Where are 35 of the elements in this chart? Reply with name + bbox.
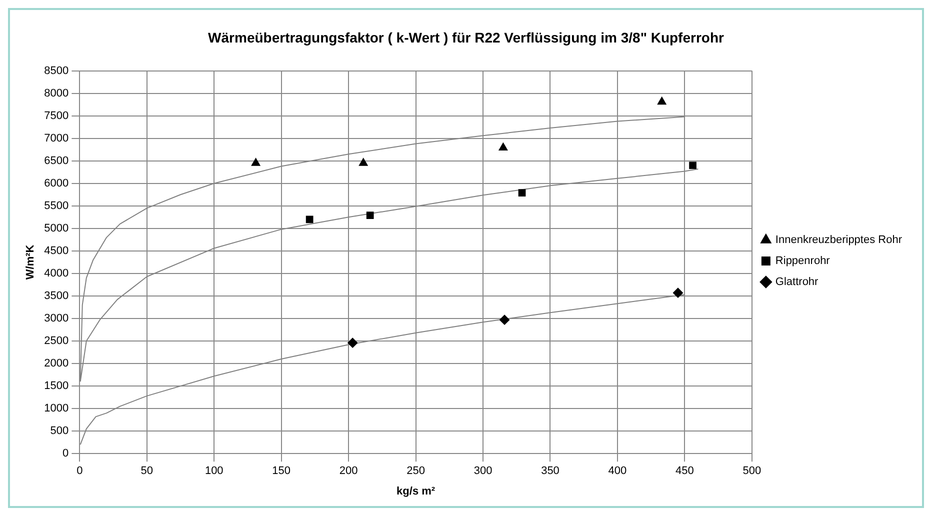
y-tick-label: 6500 (44, 154, 69, 167)
y-tick-label: 5500 (44, 200, 69, 212)
chart-title: Wärmeübertragungsfaktor ( k-Wert ) für R22 Verflüssigung im 3/8" Kupferrohr (208, 29, 724, 46)
y-tick-label: 3500 (44, 290, 69, 302)
x-tick-label: 250 (406, 465, 425, 478)
x-axis-title: kg/s m² (396, 485, 436, 498)
y-tick-label: 5000 (44, 222, 69, 234)
y-tick-label: 4000 (44, 267, 69, 280)
y-tick-label: 8000 (44, 87, 69, 100)
x-tick-label: 200 (339, 465, 358, 478)
x-tick-label: 450 (676, 465, 694, 478)
x-tick-label: 300 (474, 465, 492, 478)
y-axis-title: W/m²K (24, 244, 37, 280)
y-tick-label: 7500 (44, 110, 69, 122)
y-tick-label: 1500 (44, 380, 69, 392)
y-tick-label: 1000 (44, 402, 69, 415)
legend-label: Rippenrohr (775, 255, 830, 268)
y-tick-label: 8500 (44, 64, 69, 77)
y-tick-label: 3000 (44, 312, 69, 325)
legend-label: Innenkreuzberipptes Rohr (775, 234, 902, 246)
legend-label: Glattrohr (775, 276, 819, 288)
x-tick-label: 500 (742, 465, 762, 478)
y-tick-label: 6000 (44, 177, 69, 190)
y-tick-label: 2500 (44, 335, 69, 348)
y-tick-label: 0 (62, 448, 69, 460)
x-tick-label: 50 (140, 465, 154, 478)
x-tick-label: 350 (541, 465, 560, 478)
x-tick-label: 0 (76, 465, 83, 478)
x-tick-label: 100 (204, 465, 224, 478)
y-tick-label: 2000 (44, 358, 69, 370)
y-tick-label: 7000 (44, 132, 69, 144)
y-tick-label: 4500 (44, 244, 69, 257)
y-tick-label: 500 (50, 425, 69, 438)
x-tick-label: 150 (272, 465, 291, 478)
x-tick-label: 400 (608, 465, 627, 478)
